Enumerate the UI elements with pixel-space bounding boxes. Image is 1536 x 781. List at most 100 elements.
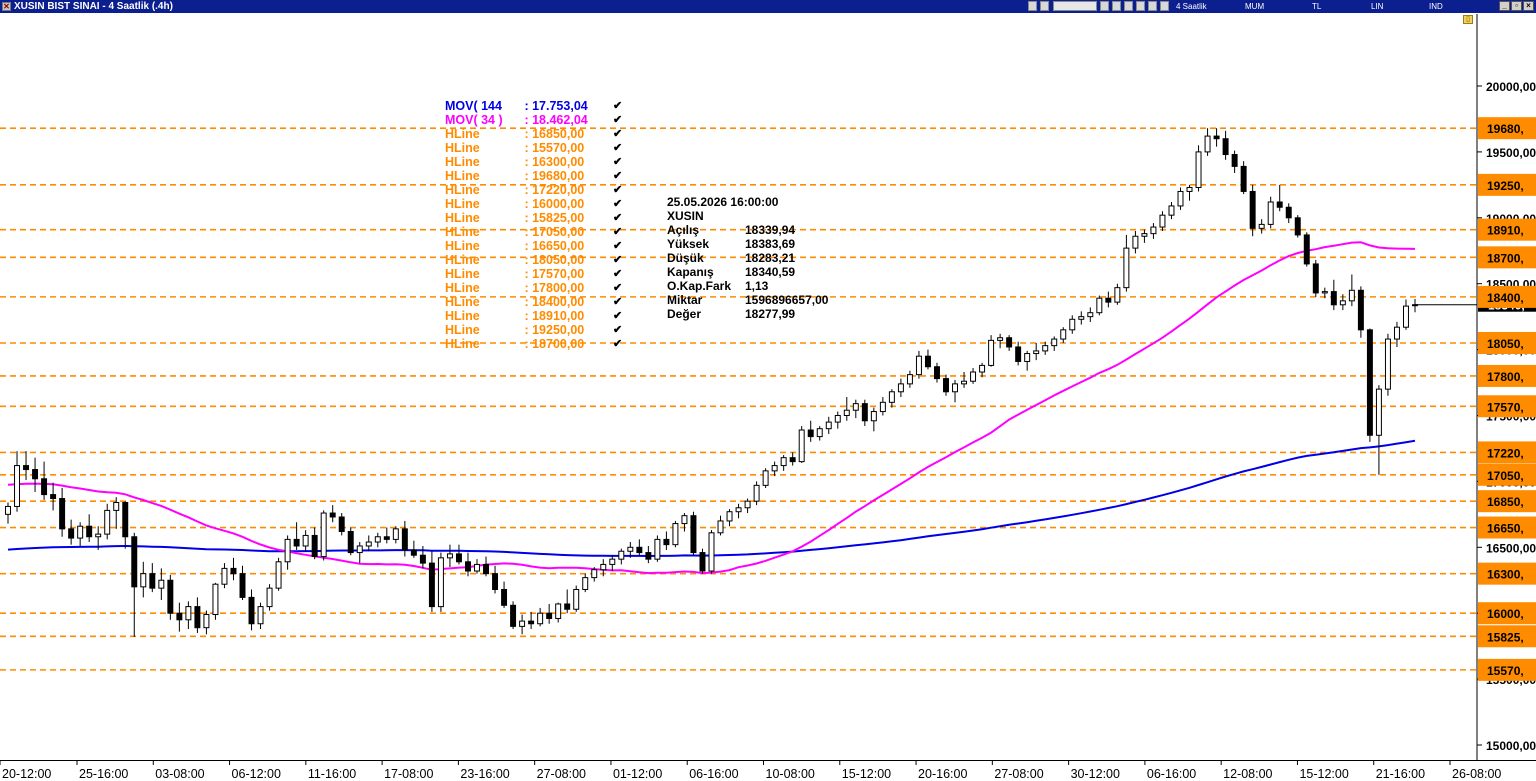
legend-name: HLine (445, 225, 521, 239)
candle-body (87, 526, 92, 537)
x-tick-label: 20-12:00 (2, 767, 51, 781)
candle-body (285, 539, 290, 561)
legend-item[interactable]: MOV( 144 : 17.753,04 ✔ (445, 99, 588, 113)
legend-name: MOV( 34 ) (445, 113, 521, 127)
x-tick-label: 15-12:00 (1299, 767, 1348, 781)
x-tick-label: 27-08:00 (537, 767, 586, 781)
checkmark-icon[interactable]: ✔ (613, 253, 622, 267)
legend-item[interactable]: MOV( 34 ) : 18.462,04 ✔ (445, 113, 588, 127)
checkmark-icon[interactable]: ✔ (613, 239, 622, 253)
candle-body (574, 589, 579, 609)
candle-body (1241, 166, 1246, 191)
hline-label: 17220, (1487, 446, 1524, 460)
candle-body (1277, 202, 1282, 207)
legend-item[interactable]: HLine : 17570,00 ✔ (445, 267, 588, 281)
legend-item[interactable]: HLine : 16650,00 ✔ (445, 239, 588, 253)
candle-body (1358, 290, 1363, 330)
x-tick-label: 21-16:00 (1376, 767, 1425, 781)
checkmark-icon[interactable]: ✔ (613, 211, 622, 225)
candle-body (240, 574, 245, 598)
checkmark-icon[interactable]: ✔ (613, 197, 622, 211)
checkmark-icon[interactable]: ✔ (613, 169, 622, 183)
candle-body (1025, 354, 1030, 362)
legend-item[interactable]: HLine : 19680,00 ✔ (445, 169, 588, 183)
legend-name: HLine (445, 295, 521, 309)
candle-body (1133, 236, 1138, 248)
candle-body (1016, 347, 1021, 361)
candle-body (1250, 191, 1255, 228)
checkmark-icon[interactable]: ✔ (613, 267, 622, 281)
legend-item[interactable]: HLine : 17220,00 ✔ (445, 183, 588, 197)
checkmark-icon[interactable]: ✔ (613, 155, 622, 169)
legend-value: : 18910,00 (521, 309, 584, 323)
candle-body (980, 365, 985, 372)
x-tick-label: 06-16:00 (1147, 767, 1196, 781)
candle-body (1322, 292, 1327, 293)
legend-item[interactable]: HLine : 18700,00 ✔ (445, 337, 588, 351)
checkmark-icon[interactable]: ✔ (613, 127, 622, 141)
checkmark-icon[interactable]: ✔ (613, 295, 622, 309)
legend-item[interactable]: HLine : 16300,00 ✔ (445, 155, 588, 169)
candle-body (1304, 235, 1309, 264)
candle-body (1331, 292, 1336, 305)
info-label: Kapanış (667, 265, 745, 279)
x-tick-label: 27-08:00 (994, 767, 1043, 781)
checkmark-icon[interactable]: ✔ (613, 141, 622, 155)
legend-name: HLine (445, 197, 521, 211)
legend-item[interactable]: HLine : 15570,00 ✔ (445, 141, 588, 155)
candle-body (411, 550, 416, 555)
legend-item[interactable]: HLine : 16000,00 ✔ (445, 197, 588, 211)
legend-item[interactable]: HLine : 18050,00 ✔ (445, 253, 588, 267)
candle-body (772, 466, 777, 471)
candle-body (700, 553, 705, 571)
candle-body (871, 412, 876, 421)
candle-body (637, 547, 642, 552)
candle-body (1070, 319, 1075, 330)
legend-name: HLine (445, 183, 521, 197)
legend-item[interactable]: HLine : 18910,00 ✔ (445, 309, 588, 323)
hline-label: 18400, (1487, 291, 1524, 305)
info-label: O.Kap.Fark (667, 279, 745, 293)
legend-name: HLine (445, 323, 521, 337)
hline-label: 16650, (1487, 522, 1524, 536)
info-label: Açılış (667, 223, 745, 237)
candle-body (384, 537, 389, 540)
x-tick-label: 01-12:00 (613, 767, 662, 781)
candle-body (466, 562, 471, 571)
candle-body (898, 384, 903, 392)
legend-item[interactable]: HLine : 17800,00 ✔ (445, 281, 588, 295)
candle-body (673, 524, 678, 545)
legend-item[interactable]: HLine : 16850,00 ✔ (445, 127, 588, 141)
legend-item[interactable]: HLine : 17050,00 ✔ (445, 225, 588, 239)
candle-body (168, 580, 173, 613)
candle-body (222, 568, 227, 584)
hline-label: 18700, (1487, 251, 1524, 265)
checkmark-icon[interactable]: ✔ (613, 183, 622, 197)
candle-body (339, 517, 344, 531)
legend-item[interactable]: HLine : 18400,00 ✔ (445, 295, 588, 309)
checkmark-icon[interactable]: ✔ (613, 225, 622, 239)
x-tick-label: 17-08:00 (384, 767, 433, 781)
checkmark-icon[interactable]: ✔ (613, 337, 622, 351)
candle-body (1061, 330, 1066, 339)
candle-body (971, 372, 976, 381)
legend-name: HLine (445, 281, 521, 295)
legend-value: : 18.462,04 (521, 113, 588, 127)
checkmark-icon[interactable]: ✔ (613, 113, 622, 127)
hline-label: 15570, (1487, 664, 1524, 678)
hline-label: 16000, (1487, 607, 1524, 621)
checkmark-icon[interactable]: ✔ (613, 323, 622, 337)
info-value: 1,13 (745, 279, 768, 293)
candle-body (312, 535, 317, 556)
candle-body (258, 607, 263, 624)
checkmark-icon[interactable]: ✔ (613, 309, 622, 323)
hline-label: 17050, (1487, 469, 1524, 483)
candle-body (1007, 338, 1012, 347)
legend-item[interactable]: HLine : 15825,00 ✔ (445, 211, 588, 225)
candle-body (944, 379, 949, 392)
candle-body (799, 430, 804, 462)
checkmark-icon[interactable]: ✔ (613, 99, 622, 113)
legend-item[interactable]: HLine : 19250,00 ✔ (445, 323, 588, 337)
info-value: 18277,99 (745, 307, 795, 321)
checkmark-icon[interactable]: ✔ (613, 281, 622, 295)
